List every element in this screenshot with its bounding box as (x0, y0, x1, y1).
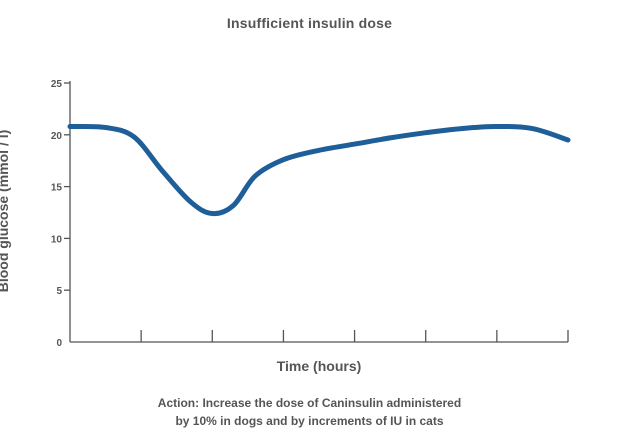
x-axis-label: Time (hours) (276, 358, 362, 374)
glucose-line (67, 123, 571, 217)
chart-title: Insufficient insulin dose (226, 15, 393, 31)
y-tick-label: 25 (51, 79, 63, 90)
y-tick-label: 0 (56, 338, 62, 349)
y-tick-label: 5 (56, 286, 62, 297)
y-tick-label: 20 (51, 131, 63, 142)
y-axis-label: Blood glucose (mmol / l) (0, 129, 11, 293)
action-note: Action: Increase the dose of Caninsulin … (0, 394, 619, 430)
chart-ticks: 0 5 10 15 20 25 (51, 79, 569, 349)
y-tick-label: 15 (51, 183, 63, 194)
action-note-line-2: by 10% in dogs and by increments of IU i… (175, 414, 444, 428)
action-note-line-1: Action: Increase the dose of Caninsulin … (157, 396, 462, 410)
y-tick-label: 10 (51, 234, 63, 245)
chart-series (67, 123, 571, 217)
chart-axes (69, 81, 568, 343)
